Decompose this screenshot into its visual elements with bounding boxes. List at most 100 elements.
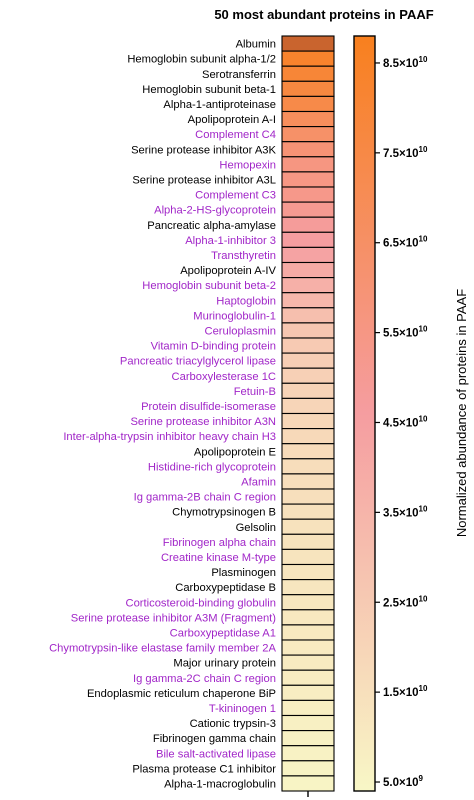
heatmap-cell [281, 231, 335, 248]
colorbar-tick-label: 1.5×1010 [383, 684, 428, 699]
heatmap-cell [281, 186, 335, 203]
row-label: Ig gamma-2C chain C region [133, 673, 276, 685]
heatmap-cell [281, 639, 335, 656]
row-label: Serine protease inhibitor A3N [130, 416, 276, 428]
heatmap-cell [281, 80, 335, 97]
heatmap-cell [281, 518, 335, 535]
heatmap-cell [281, 110, 335, 128]
row-label: Fibrinogen gamma chain [153, 733, 276, 745]
row-label: Corticosteroid-binding globulin [126, 597, 277, 609]
heatmap-cell [281, 35, 335, 52]
row-label: Pancreatic triacylglycerol lipase [120, 356, 276, 368]
heatmap-cell [281, 307, 335, 324]
row-label: Creatine kinase M-type [161, 552, 276, 564]
row-label: Complement C4 [195, 129, 276, 141]
heatmap-cell [281, 261, 335, 279]
heatmap-rows: Albumin Hemoglobin subunit alpha-1/2 Serot… [49, 35, 335, 797]
row-label: T-kininogen 1 [209, 703, 276, 715]
row-label: Albumin [236, 39, 276, 51]
row-label: Alpha-1-antiproteinase [163, 99, 276, 111]
row-label: Carboxypeptidase A1 [170, 627, 276, 639]
colorbar-tick-label: 7.5×1010 [383, 145, 428, 160]
heatmap-cell [281, 443, 335, 460]
row-label: Afamin [241, 476, 276, 488]
row-label: Apolipoprotein E [194, 446, 276, 458]
colorbar-tick-label: 8.5×1010 [383, 55, 428, 70]
row-label: Ig gamma-2B chain C region [134, 492, 276, 504]
heatmap-cell [281, 292, 335, 309]
heatmap-cell [281, 367, 335, 384]
heatmap-cell [281, 322, 335, 339]
colorbar-label: Normalized abundance of proteins in PAAF [454, 289, 469, 537]
heatmap-cell [281, 745, 335, 762]
row-label: Serotransferrin [202, 69, 276, 81]
heatmap-cell [281, 533, 335, 550]
row-label: Hemoglobin subunit beta-2 [142, 280, 276, 292]
colorbar-ticks: 8.5×1010 7.5×1010 6.5×1010 5.5×1010 4.5×1010… [375, 55, 428, 789]
row-label: Murinoglobulin-1 [193, 310, 276, 322]
colorbar-tick-label: 5.5×1010 [383, 325, 428, 340]
heatmap-cell [281, 141, 335, 158]
row-label: Plasma protease C1 inhibitor [132, 763, 276, 775]
heatmap-cell [281, 760, 335, 777]
row-label: Histidine-rich glycoprotein [148, 461, 276, 473]
heatmap-cell [281, 699, 335, 717]
heatmap-cell [281, 503, 335, 520]
row-label: Fetuin-B [234, 386, 276, 398]
heatmap-cell [281, 156, 335, 173]
row-label: Pancreatic alpha-amylase [147, 220, 276, 232]
row-label: Hemoglobin subunit alpha-1/2 [127, 54, 276, 66]
heatmap-cell [281, 201, 335, 218]
heatmap-cell [281, 730, 335, 747]
heatmap-cell [281, 684, 335, 701]
heatmap-cell [281, 216, 335, 233]
row-label: Apolipoprotein A-I [188, 114, 276, 126]
colorbar-tick-label: 6.5×1010 [383, 235, 428, 250]
row-label: Carboxypeptidase B [175, 582, 276, 594]
row-label: Serine protease inhibitor A3K [131, 144, 276, 156]
heatmap-cell [281, 548, 335, 566]
heatmap-cell [281, 473, 335, 490]
row-label: Bile salt-activated lipase [156, 748, 276, 760]
heatmap-cell [281, 579, 335, 596]
row-label: Hemoglobin subunit beta-1 [142, 84, 276, 96]
heatmap-cell [281, 95, 335, 113]
row-label: Fibrinogen alpha chain [163, 537, 276, 549]
colorbar-tick-label: 3.5×1010 [383, 504, 428, 519]
heatmap-cell [281, 594, 335, 611]
row-label: Protein disulfide-isomerase [141, 401, 276, 413]
heatmap-cell [281, 397, 335, 415]
heatmap-cell [281, 382, 335, 399]
row-label: Carboxylesterase 1C [172, 371, 276, 383]
row-label: Vitamin D-binding protein [151, 341, 276, 353]
row-label: Serine protease inhibitor A3M (Fragment) [71, 612, 276, 624]
heatmap-cell [281, 428, 335, 445]
heatmap-cell [281, 50, 335, 67]
row-label: Chymotrypsin-like elastase family member… [49, 643, 276, 655]
row-label: Inter-alpha-trypsin inhibitor heavy chai… [63, 431, 276, 443]
row-label: Plasminogen [211, 567, 276, 579]
chart-title: 50 most abundant proteins in PAAF [214, 7, 433, 22]
row-label: Haptoglobin [216, 295, 276, 307]
row-label: Transthyretin [211, 250, 276, 262]
colorbar-tick-label: 2.5×1010 [383, 594, 428, 609]
heatmap-cell [281, 246, 335, 264]
heatmap-cell [281, 654, 335, 671]
heatmap-cell [281, 412, 335, 430]
colorbar-tick-label: 5.0×109 [383, 774, 424, 789]
row-label: Apolipoprotein A-IV [180, 265, 276, 277]
heatmap-cell [281, 352, 335, 369]
heatmap-cell [281, 171, 335, 188]
heatmap-cell [281, 624, 335, 641]
row-label: Alpha-1-macroglobulin [164, 778, 276, 790]
colorbar [353, 35, 376, 792]
heatmap-cell [281, 277, 335, 294]
heatmap-cell [281, 775, 335, 792]
row-label: Alpha-1-inhibitor 3 [185, 235, 276, 247]
row-label: Alpha-2-HS-glycoprotein [154, 205, 276, 217]
row-label: Serine protease inhibitor A3L [132, 174, 276, 186]
heatmap-cell [281, 669, 335, 686]
heatmap-cell [281, 458, 335, 475]
heatmap-cell [281, 337, 335, 354]
